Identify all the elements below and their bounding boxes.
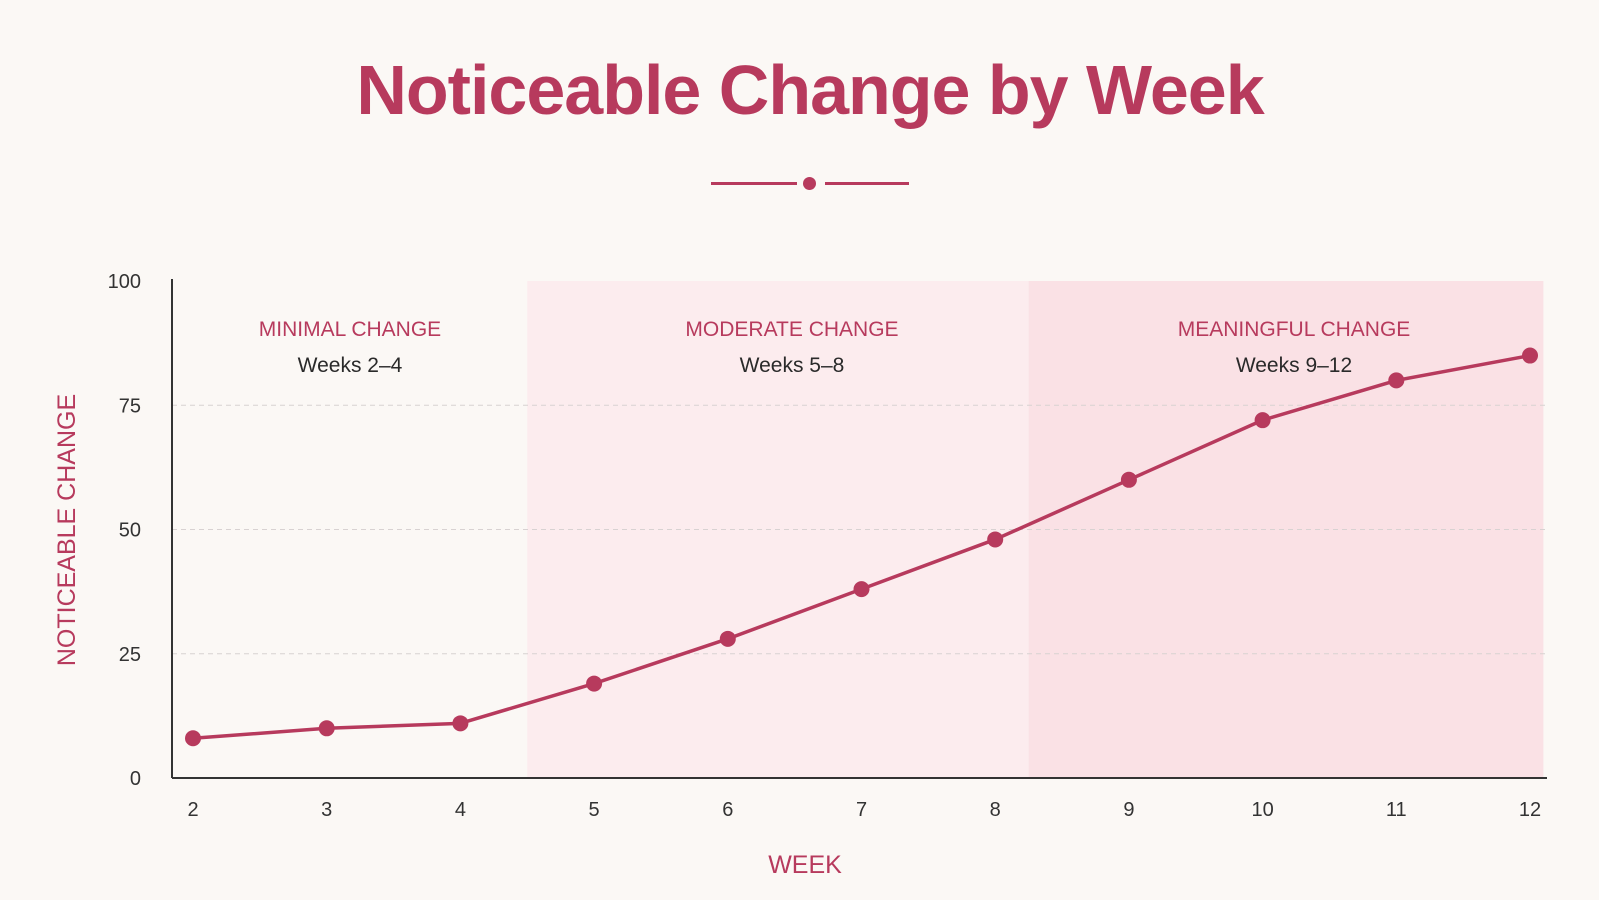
y-tick-label: 0 bbox=[130, 768, 141, 790]
data-point bbox=[1120, 471, 1137, 488]
y-tick-label: 50 bbox=[119, 520, 141, 542]
zone-sublabel: Weeks 9–12 bbox=[1236, 354, 1352, 377]
data-point bbox=[1388, 372, 1405, 389]
data-point bbox=[1522, 347, 1538, 364]
data-point bbox=[987, 531, 1004, 548]
data-point bbox=[586, 675, 603, 692]
x-tick-label: 4 bbox=[455, 799, 466, 821]
zone-backgrounds bbox=[527, 281, 1544, 778]
x-axis-label: WEEK bbox=[768, 851, 842, 879]
chart-title: Noticeable Change by Week bbox=[356, 51, 1264, 129]
x-tick-label: 8 bbox=[990, 799, 1001, 821]
zone-title: MEANINGFUL CHANGE bbox=[1178, 318, 1411, 341]
x-tick-label: 2 bbox=[187, 799, 198, 821]
zone-labels: MINIMAL CHANGE Weeks 2–4 MODERATE CHANGE We… bbox=[259, 318, 1411, 377]
y-tick-label: 25 bbox=[119, 644, 141, 666]
zone-title: MINIMAL CHANGE bbox=[259, 318, 441, 341]
data-point bbox=[318, 720, 335, 737]
zone-sublabel: Weeks 5–8 bbox=[740, 354, 845, 377]
zone-title: MODERATE CHANGE bbox=[685, 318, 898, 341]
divider-dot bbox=[803, 177, 816, 190]
x-tick-label: 6 bbox=[722, 799, 733, 821]
data-point bbox=[1254, 412, 1271, 429]
zone-sublabel: Weeks 2–4 bbox=[298, 354, 403, 377]
data-point bbox=[185, 730, 201, 747]
divider-line-left bbox=[711, 182, 797, 185]
x-tick-label: 9 bbox=[1123, 799, 1134, 821]
x-tick-labels: 2 3 4 5 6 7 8 9 10 11 12 bbox=[187, 799, 1541, 821]
x-tick-label: 11 bbox=[1386, 799, 1407, 821]
zone-band bbox=[1028, 281, 1544, 778]
title-divider bbox=[711, 177, 909, 190]
data-point bbox=[719, 630, 736, 647]
x-tick-label: 12 bbox=[1519, 799, 1541, 821]
x-tick-label: 10 bbox=[1251, 799, 1273, 821]
y-tick-label: 75 bbox=[119, 395, 141, 417]
y-tick-labels: 0 25 50 75 100 bbox=[108, 271, 141, 790]
y-axis-label: NOTICEABLE CHANGE bbox=[53, 394, 81, 666]
axes bbox=[171, 279, 1547, 779]
x-tick-label: 5 bbox=[589, 799, 600, 821]
x-tick-label: 3 bbox=[321, 799, 332, 821]
x-tick-label: 7 bbox=[856, 799, 867, 821]
y-tick-label: 100 bbox=[108, 271, 141, 293]
data-series bbox=[185, 347, 1538, 747]
data-point bbox=[853, 581, 870, 598]
data-point bbox=[452, 715, 469, 732]
divider-line-right bbox=[825, 182, 909, 185]
